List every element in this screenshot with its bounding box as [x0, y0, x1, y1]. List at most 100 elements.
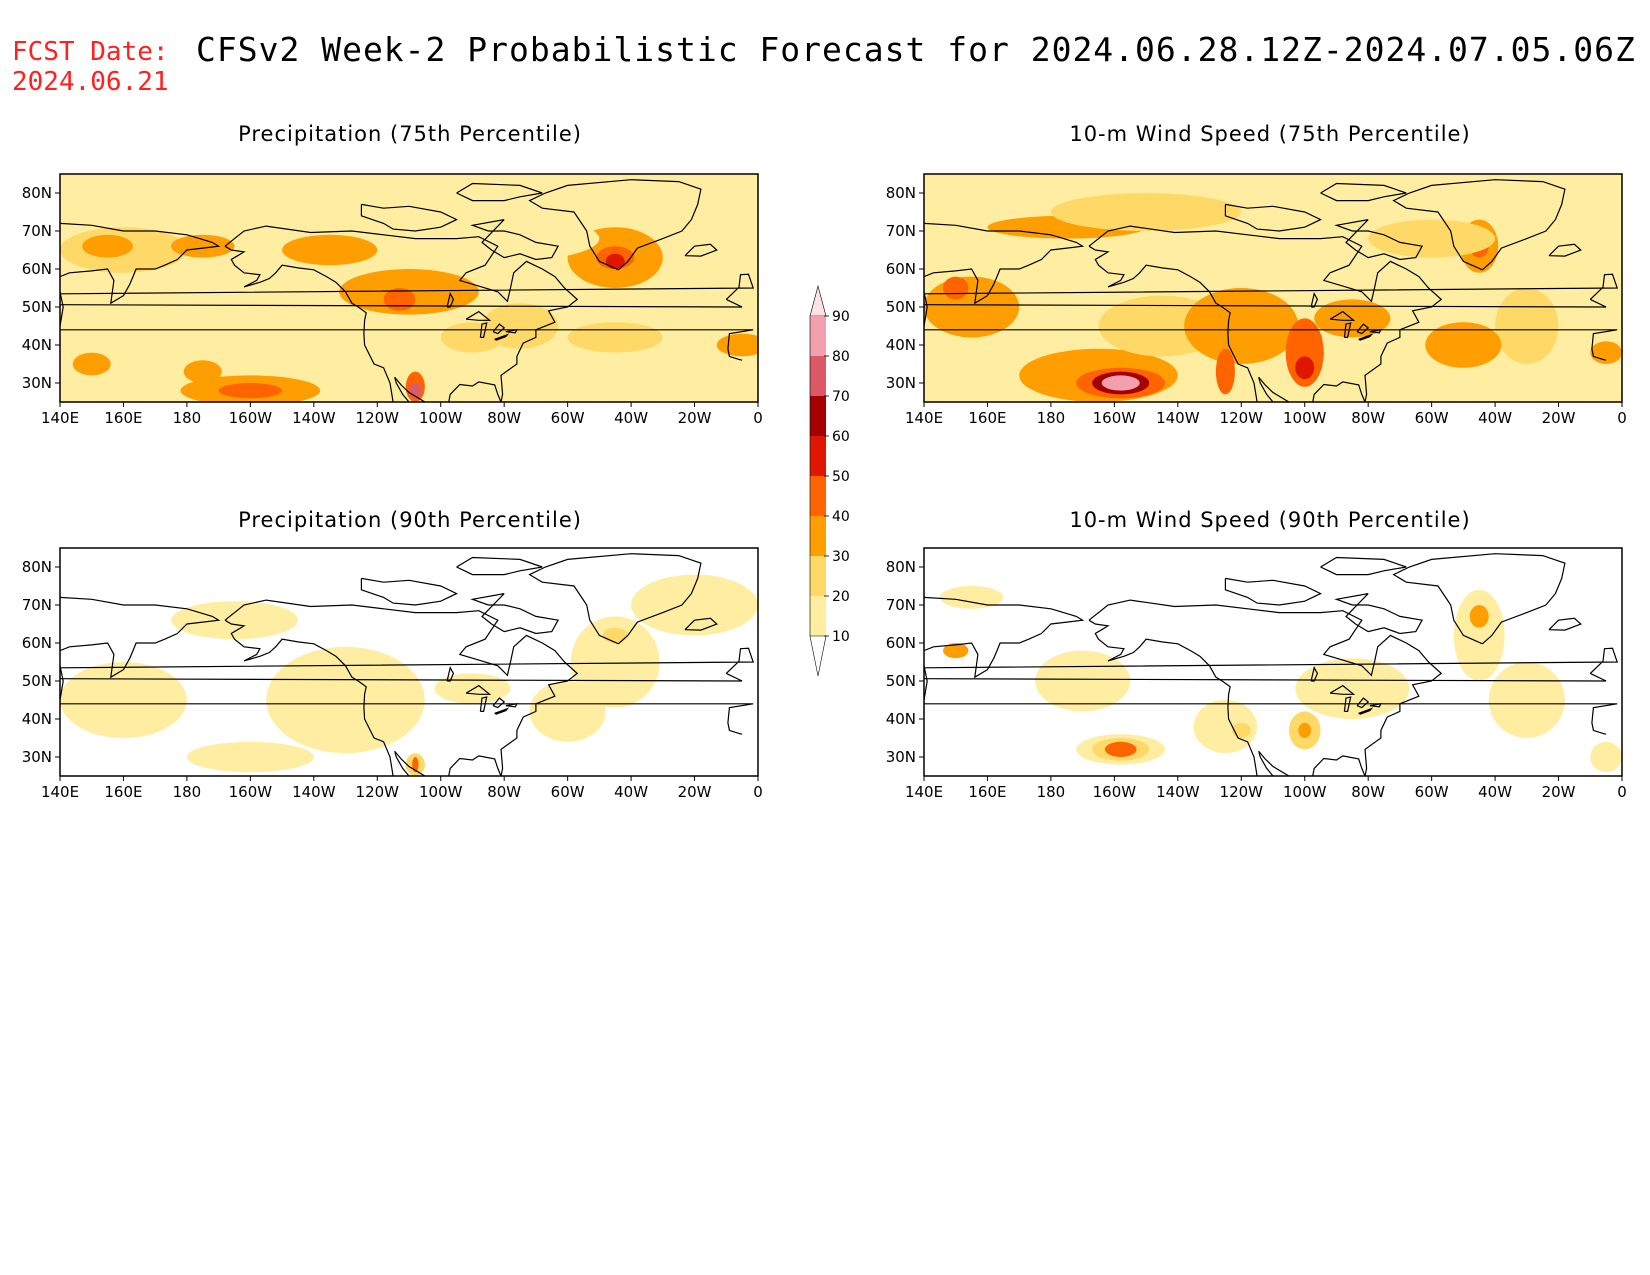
colorbar: 10 20 30 40 50 60 70 80 90 — [809, 284, 850, 677]
coastline — [1334, 219, 1424, 261]
lon-tick-label: 140E — [905, 783, 943, 801]
lon-tick-label: 80W — [487, 409, 521, 427]
map-frame — [59, 547, 759, 777]
coastline — [465, 684, 492, 695]
lon-tick-label: 40W — [614, 783, 648, 801]
lat-tick-label: 60N — [886, 634, 916, 652]
lon-tick-label: 20W — [678, 783, 712, 801]
probability-contour — [1590, 741, 1622, 773]
coastline — [448, 755, 502, 776]
lon-tick-label: 140E — [41, 409, 79, 427]
lon-tick-label: 160E — [968, 783, 1006, 801]
lon-tick-label: 100W — [419, 409, 463, 427]
coastline — [1334, 593, 1424, 635]
probability-contour — [1035, 650, 1131, 712]
coastline — [1329, 684, 1356, 695]
lat-tick-label: 70N — [22, 596, 52, 614]
lon-tick-label: 140W — [292, 783, 336, 801]
lon-tick-label: 80W — [487, 783, 521, 801]
shaded-field — [60, 174, 758, 402]
coastline — [1320, 556, 1407, 576]
shaded-field — [60, 548, 758, 776]
coastline — [360, 203, 458, 232]
lon-tick-label: 80W — [1351, 783, 1385, 801]
coastline — [60, 273, 755, 308]
coastline — [1088, 599, 1443, 776]
lon-tick-label: 20W — [1542, 783, 1576, 801]
shaded-field — [924, 548, 1622, 776]
coastline — [684, 243, 718, 257]
lon-tick-label: 40W — [1478, 409, 1512, 427]
lon-tick-label: 0 — [753, 409, 763, 427]
probability-contour — [1104, 741, 1137, 758]
colorbar-segment — [810, 556, 826, 596]
coastline — [1392, 553, 1566, 645]
coastline — [1310, 666, 1319, 682]
lat-tick-label: 70N — [886, 596, 916, 614]
field-background — [924, 548, 1622, 776]
lat-tick-label: 80N — [886, 184, 916, 202]
coastline — [60, 222, 221, 327]
lat-tick-label: 50N — [886, 298, 916, 316]
lat-tick-label: 30N — [886, 374, 916, 392]
probability-contour — [183, 360, 222, 383]
lat-tick-label: 80N — [22, 558, 52, 576]
coastline — [456, 182, 543, 202]
coastline — [224, 599, 579, 776]
lat-tick-label: 50N — [22, 672, 52, 690]
lon-tick-label: 60W — [551, 783, 585, 801]
probability-contour — [602, 627, 628, 644]
probability-contour — [1495, 288, 1559, 364]
lon-tick-label: 80W — [1351, 409, 1385, 427]
coastline — [456, 556, 543, 576]
probability-contour — [939, 586, 1004, 609]
coastline — [1258, 376, 1290, 402]
lat-tick-label: 70N — [22, 222, 52, 240]
coastline — [1224, 203, 1322, 232]
coastline — [1548, 617, 1582, 631]
probability-contour — [60, 662, 187, 738]
colorbar-segment — [810, 356, 826, 396]
probability-contour — [282, 234, 378, 266]
coastline — [1258, 750, 1290, 776]
colorbar-segment — [810, 316, 826, 356]
probability-contour — [1298, 722, 1312, 739]
coastline — [479, 322, 488, 338]
lon-tick-label: 60W — [1415, 783, 1449, 801]
map-frame — [923, 547, 1623, 777]
coastline — [1258, 377, 1274, 402]
lon-tick-label: 160E — [968, 409, 1006, 427]
coastline — [224, 245, 394, 402]
lon-tick-label: 140W — [1156, 783, 1200, 801]
coastline — [448, 381, 502, 402]
lon-tick-label: 120W — [1220, 409, 1264, 427]
panel-title-precip-75: Precipitation (75th Percentile) — [238, 122, 582, 146]
probability-contour — [529, 681, 606, 742]
lat-tick-label: 80N — [22, 184, 52, 202]
coastline — [1356, 323, 1370, 335]
probability-contour — [171, 234, 235, 258]
lat-tick-label: 40N — [886, 336, 916, 354]
colorbar-segment — [810, 476, 826, 516]
panel-title-precip-90: Precipitation (90th Percentile) — [238, 508, 582, 532]
coastline — [60, 647, 755, 682]
lon-tick-label: 140E — [905, 409, 943, 427]
coastline — [1329, 310, 1356, 321]
probability-contour — [567, 322, 663, 353]
probability-contour — [186, 741, 314, 773]
lon-tick-label: 40W — [614, 409, 648, 427]
probability-contour — [1295, 356, 1315, 380]
probability-contour — [1590, 341, 1622, 364]
coastline — [479, 696, 488, 713]
colorbar-segment — [810, 596, 826, 636]
map-frame — [923, 173, 1623, 403]
probability-contour — [434, 673, 511, 704]
colorbar-segment — [810, 436, 826, 476]
lon-tick-label: 160W — [1093, 783, 1137, 801]
coastline — [1088, 225, 1443, 402]
probability-contour — [1285, 318, 1324, 387]
lat-tick-label: 40N — [22, 336, 52, 354]
probability-contour — [605, 253, 625, 269]
coastlines — [924, 553, 1619, 776]
lat-tick-label: 50N — [886, 672, 916, 690]
